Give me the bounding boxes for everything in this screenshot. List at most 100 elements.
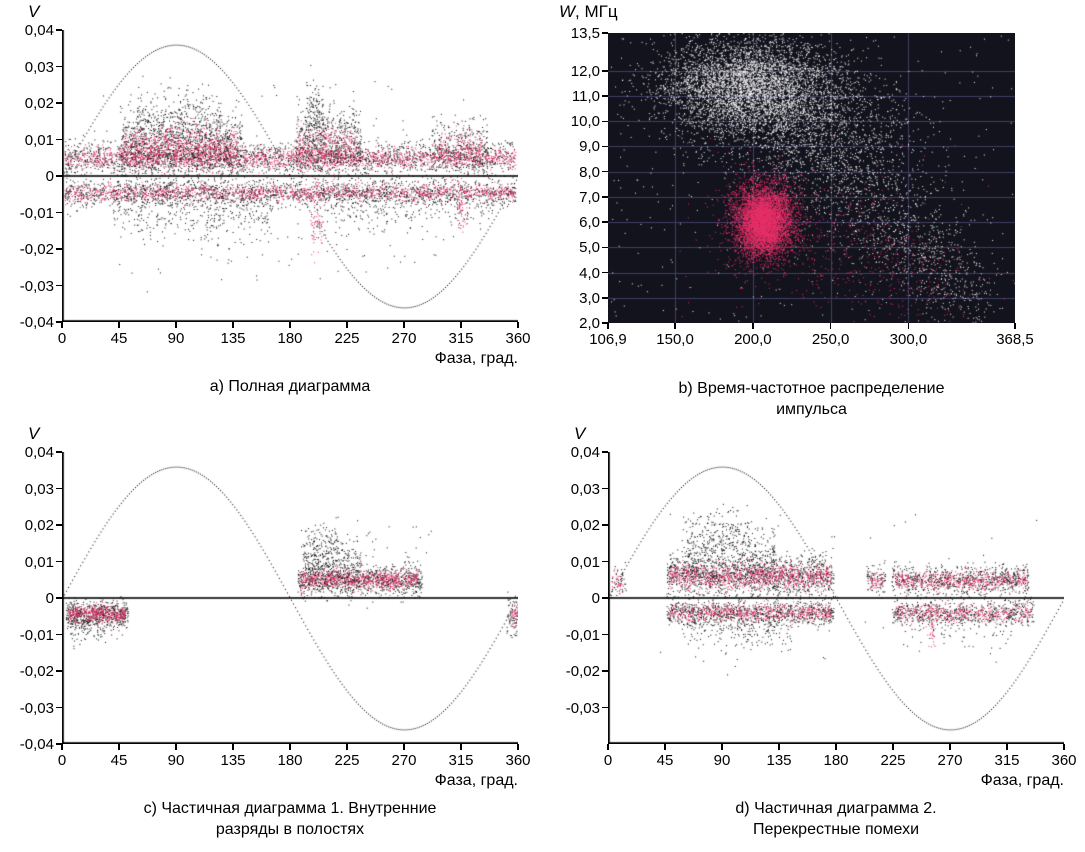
y-tick-label: 12,0 [570,62,600,80]
x-tick-mark [118,322,120,328]
x-tick-label: 180 [277,330,303,347]
y-tick-label: 0 [45,590,54,607]
y-tick-mark [602,32,608,34]
y-axis-title: W, МГц [559,2,618,22]
y-tick-mark [602,524,608,526]
y-tick-label: -0,03 [565,699,600,717]
x-tick-mark [175,322,177,328]
y-axis-symbol: V [28,2,40,21]
x-tick-label: 225 [334,330,360,347]
x-tick-mark [1063,744,1065,750]
prpd-partial2-plot [608,452,1064,744]
x-axis-title: Фаза, град. [434,772,518,789]
y-axis-symbol: V [574,424,586,443]
caption-line: разряды в полостях [215,821,365,838]
x-tick-label: 300,0 [889,331,928,348]
x-tick-mark [517,744,519,750]
y-tick-mark [56,524,62,526]
y-tick-label: -0,02 [19,663,54,680]
x-tick-mark [607,323,609,329]
x-tick-label: 135 [220,752,246,769]
y-tick-mark [602,120,608,122]
y-tick-label: 0,02 [24,95,54,112]
x-tick-label: 360 [1051,752,1077,769]
x-tick-mark [460,322,462,328]
y-tick-mark [602,221,608,223]
y-tick-mark [602,145,608,148]
y-tick-mark [56,284,62,287]
x-tick-mark [289,744,291,750]
y-tick-label: -0,03 [19,277,54,295]
x-tick-mark [232,322,234,328]
y-tick-label: -0,01 [19,204,54,222]
x-tick-label: 315 [448,330,474,347]
y-tick-mark [56,487,62,490]
caption-d: d) Частичная диаграмма 2. Перекрестные п… [608,798,1064,840]
y-tick-mark [56,102,62,104]
y-tick-label: 0,04 [570,444,600,461]
x-tick-label: 90 [167,752,185,769]
x-tick-label: 368,5 [996,331,1034,348]
y-tick-label: 0 [45,168,54,185]
x-tick-mark [892,744,894,750]
y-tick-label: 6,0 [579,214,600,232]
x-tick-mark [61,322,63,328]
x-tick-label: 200,0 [734,331,772,348]
x-tick-mark [674,323,676,329]
x-tick-mark [778,744,780,750]
y-tick-mark [602,597,608,599]
x-tick-label: 0 [603,752,613,769]
y-tick-label: 9,0 [579,138,600,156]
panel-c: V Фаза, град. c) Частичная диаграмма 1. … [0,420,542,852]
x-tick-mark [346,744,348,750]
y-axis-units: , МГц [575,2,618,21]
y-tick-label: 11,0 [571,88,600,106]
y-tick-label: 8,0 [579,163,600,181]
x-tick-label: 270 [391,330,417,347]
y-tick-mark [56,211,62,214]
y-axis-symbol: V [28,424,40,443]
y-tick-label: -0,04 [19,314,54,331]
y-tick-label: 3,0 [579,289,600,307]
caption-line: b) Время-частотное распределение [678,380,945,397]
y-tick-label: 0,03 [24,480,54,498]
x-axis-title: Фаза, град. [980,772,1064,789]
y-tick-label: -0,04 [19,736,54,753]
x-tick-label: 135 [766,752,792,769]
x-tick-label: 135 [220,330,246,347]
time-frequency-plot [608,33,1015,323]
caption-line: d) Частичная диаграмма 2. [735,800,937,817]
x-tick-label: 150,0 [656,331,694,348]
x-tick-mark [460,744,462,750]
y-tick-mark [56,633,62,636]
y-tick-mark [602,170,608,173]
x-tick-label: 315 [448,752,474,769]
y-tick-label: 10,0 [570,113,600,131]
y-tick-mark [56,597,62,599]
y-tick-label: 13,5 [570,25,600,42]
caption-b: b) Время-частотное распределение импульс… [588,378,1035,420]
y-tick-mark [602,633,608,636]
y-tick-label: 0,01 [24,131,54,149]
y-tick-mark [56,451,62,453]
y-tick-label: 0,04 [24,444,54,461]
prpd-full-diagram-plot [62,30,518,322]
y-axis-symbol: W [559,2,576,21]
y-tick-mark [56,248,62,250]
x-tick-label: 315 [994,752,1020,769]
caption-line: a) Полная диаграмма [209,378,371,395]
x-tick-mark [118,744,120,750]
panel-b: W, МГц b) Время-частотное распределение … [545,0,1085,420]
y-tick-mark [602,560,608,563]
y-axis-title: V [574,424,585,444]
x-tick-mark [607,744,609,750]
y-tick-label: 2,0 [579,315,600,332]
x-tick-label: 45 [110,752,128,769]
x-tick-label: 0 [57,330,67,347]
y-tick-label: 0,03 [24,58,54,76]
x-tick-label: 225 [334,752,360,769]
y-axis-title: V [28,2,39,22]
y-tick-mark [56,29,62,31]
prpd-partial1-plot [62,452,518,744]
